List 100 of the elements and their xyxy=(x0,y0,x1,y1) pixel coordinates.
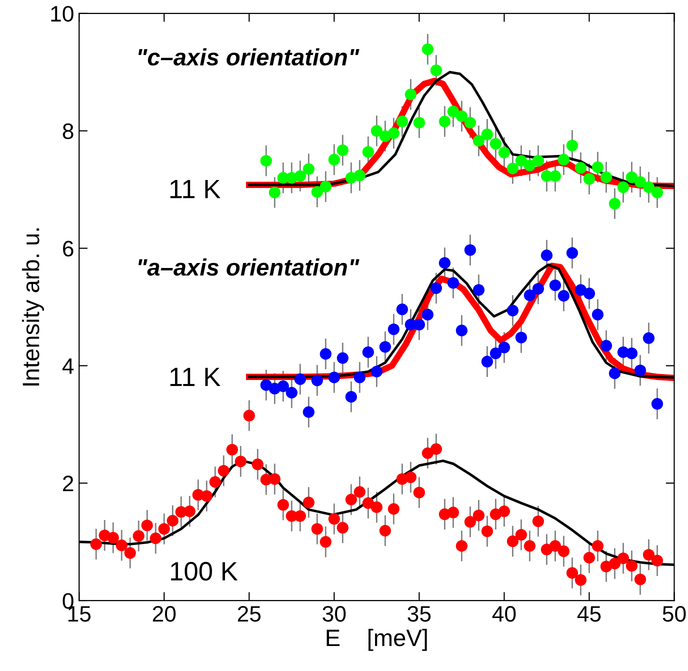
point xyxy=(642,181,655,194)
point xyxy=(651,186,664,198)
x-tick-label: 35 xyxy=(408,606,431,622)
point xyxy=(286,386,298,399)
point xyxy=(481,356,494,368)
point xyxy=(430,282,442,294)
point xyxy=(438,257,451,269)
point xyxy=(532,282,544,295)
point xyxy=(524,289,536,302)
point xyxy=(583,173,596,185)
y-tick-label: 10 xyxy=(51,6,74,22)
point xyxy=(320,348,332,360)
point xyxy=(422,43,434,56)
x-tick-label: 50 xyxy=(662,606,686,622)
x-axis-title: E [meV] xyxy=(326,628,427,651)
y-tick-label: 6 xyxy=(63,240,74,257)
x-tick-label: 40 xyxy=(492,606,516,622)
point xyxy=(540,250,553,262)
point xyxy=(302,163,314,175)
annotation: 100 K xyxy=(171,562,238,581)
point xyxy=(422,308,434,320)
point xyxy=(490,138,502,150)
point xyxy=(336,352,348,364)
point xyxy=(566,140,578,152)
annotation: 11 K xyxy=(170,180,220,198)
point xyxy=(311,186,323,198)
point xyxy=(362,346,374,358)
point xyxy=(549,279,562,292)
y-axis-title: Intensity arb. u. xyxy=(22,228,44,386)
y-tick-label: 8 xyxy=(62,123,74,140)
point xyxy=(388,323,400,336)
point xyxy=(634,364,646,376)
point xyxy=(608,368,621,380)
point xyxy=(447,106,460,118)
point xyxy=(345,391,357,403)
point xyxy=(311,374,323,386)
point xyxy=(472,135,485,147)
y-tick-label: 2 xyxy=(63,476,74,492)
point xyxy=(515,332,528,344)
point xyxy=(430,64,442,76)
point xyxy=(642,332,655,344)
point xyxy=(472,284,485,296)
point xyxy=(413,318,425,330)
x-tick-label: 25 xyxy=(238,606,261,622)
point xyxy=(506,304,519,316)
point xyxy=(413,116,425,128)
point xyxy=(498,342,510,354)
point xyxy=(464,244,476,256)
point xyxy=(626,348,638,360)
point xyxy=(634,176,646,188)
point xyxy=(396,304,408,316)
point xyxy=(617,181,630,194)
point xyxy=(600,171,612,184)
point xyxy=(302,406,314,418)
point xyxy=(447,277,460,289)
point xyxy=(456,324,468,336)
point xyxy=(328,372,340,384)
point xyxy=(481,128,494,140)
point xyxy=(396,116,408,128)
point xyxy=(532,154,544,167)
point xyxy=(362,146,374,158)
x-tick-label: 20 xyxy=(152,606,176,622)
annotation: "c–axis orientation" xyxy=(138,48,360,66)
point xyxy=(583,288,596,300)
point xyxy=(626,171,638,184)
x-tick-label: 30 xyxy=(322,606,346,622)
point xyxy=(379,341,391,353)
y-tick-label: 4 xyxy=(62,358,74,374)
point xyxy=(608,198,621,210)
point xyxy=(651,398,664,410)
point xyxy=(592,161,604,174)
point xyxy=(320,180,332,192)
point xyxy=(294,170,306,182)
point xyxy=(404,88,416,100)
point xyxy=(464,116,476,128)
annotation: 11 K xyxy=(170,368,220,386)
point xyxy=(600,340,612,352)
point xyxy=(438,116,451,128)
x-tick-label: 45 xyxy=(577,606,601,622)
point xyxy=(277,380,289,392)
point xyxy=(558,154,570,166)
point xyxy=(354,170,366,182)
point xyxy=(498,146,510,158)
point xyxy=(490,348,502,360)
point xyxy=(558,290,570,302)
point xyxy=(268,186,280,198)
point xyxy=(294,373,306,386)
point xyxy=(506,162,519,174)
point xyxy=(370,125,382,137)
point xyxy=(574,162,587,174)
point xyxy=(354,372,366,384)
annotation: "a–axis orientation" xyxy=(138,258,360,276)
point xyxy=(336,144,348,156)
point xyxy=(260,154,272,167)
point xyxy=(370,366,382,378)
point xyxy=(566,247,578,259)
point xyxy=(328,154,340,166)
point xyxy=(515,154,528,167)
point xyxy=(524,160,536,172)
point xyxy=(456,110,468,122)
